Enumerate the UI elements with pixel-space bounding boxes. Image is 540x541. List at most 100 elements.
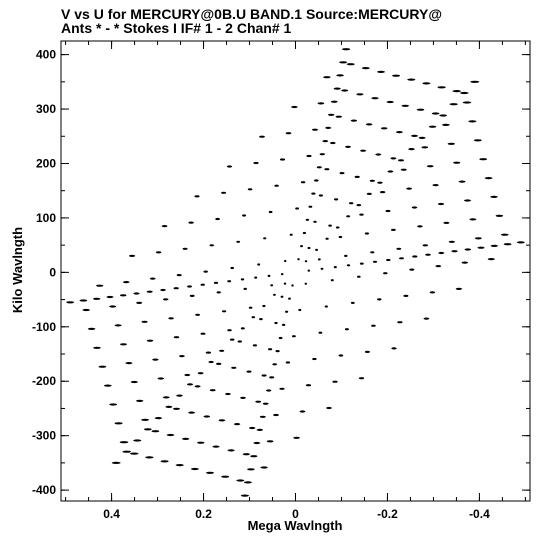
- data-point: [364, 350, 370, 353]
- data-point: [188, 221, 194, 224]
- data-point: [408, 148, 415, 151]
- data-point: [326, 406, 332, 410]
- data-point: [403, 294, 409, 297]
- data-point: [438, 251, 445, 255]
- data-point: [503, 243, 512, 246]
- data-point: [328, 113, 335, 116]
- data-point: [269, 376, 275, 379]
- data-point: [114, 422, 123, 425]
- data-point: [411, 134, 418, 137]
- x-tick-label: 0: [292, 507, 299, 521]
- data-point: [439, 114, 448, 117]
- data-point: [216, 291, 221, 294]
- data-point: [332, 380, 338, 383]
- data-point: [285, 310, 289, 313]
- data-point: [460, 91, 469, 95]
- data-point: [338, 354, 344, 357]
- data-point: [325, 237, 329, 240]
- y-tick-label: -400: [32, 483, 56, 497]
- data-point: [313, 220, 317, 223]
- data-point: [251, 316, 256, 319]
- data-point: [130, 452, 139, 455]
- data-point: [194, 385, 201, 388]
- data-point: [315, 248, 318, 251]
- data-point: [317, 258, 321, 261]
- data-point: [79, 299, 88, 302]
- axis-ticks: 0.4 0.2 0 -0.2 -0.4 400 300 200 100 0 -100 -200 -300…: [32, 41, 530, 521]
- data-point: [254, 276, 258, 279]
- data-point: [168, 317, 174, 320]
- data-point: [501, 233, 509, 236]
- data-point: [227, 329, 232, 332]
- data-point: [288, 297, 291, 300]
- data-point: [423, 317, 430, 320]
- data-point: [208, 360, 214, 364]
- data-point: [227, 449, 235, 452]
- data-point: [385, 209, 391, 213]
- data-point: [285, 361, 291, 364]
- data-point: [324, 168, 330, 171]
- data-point: [279, 158, 286, 161]
- data-point: [213, 281, 219, 284]
- data-point: [401, 104, 409, 107]
- data-point: [354, 175, 360, 178]
- data-point: [109, 305, 117, 308]
- data-point: [190, 467, 199, 471]
- data-point: [103, 384, 112, 387]
- data-point: [253, 441, 261, 445]
- data-point: [216, 362, 222, 365]
- data-point: [194, 195, 200, 198]
- data-point: [396, 131, 403, 134]
- data-point: [275, 350, 280, 353]
- data-point: [197, 441, 205, 444]
- data-point: [432, 184, 439, 187]
- data-point: [187, 285, 192, 288]
- data-point: [248, 306, 253, 309]
- data-point: [298, 308, 302, 312]
- data-point: [200, 332, 206, 335]
- x-tick-label: 0.4: [103, 507, 120, 521]
- data-point: [111, 461, 121, 464]
- data-point: [242, 214, 247, 217]
- data-point: [247, 188, 253, 191]
- data-point: [242, 453, 250, 456]
- y-tick-label: 300: [36, 102, 56, 116]
- data-point: [197, 372, 204, 375]
- data-point: [473, 139, 482, 142]
- data-point: [259, 135, 265, 138]
- data-point: [349, 202, 354, 205]
- data-point: [383, 272, 388, 275]
- data-point: [218, 419, 226, 422]
- data-point: [179, 355, 185, 358]
- data-point: [346, 264, 351, 267]
- data-point: [360, 149, 366, 152]
- data-point: [458, 180, 466, 183]
- data-point: [400, 168, 407, 171]
- data-point: [149, 277, 156, 280]
- data-point: [155, 251, 162, 254]
- data-point: [219, 349, 225, 352]
- data-point: [429, 291, 436, 294]
- data-point: [249, 426, 256, 430]
- data-point: [357, 275, 361, 278]
- data-point: [119, 441, 129, 444]
- data-point: [236, 240, 241, 243]
- data-point: [308, 205, 313, 208]
- data-point: [285, 132, 292, 135]
- data-point: [122, 281, 130, 284]
- data-point: [145, 456, 154, 459]
- data-point: [490, 195, 498, 198]
- data-point: [464, 199, 471, 202]
- data-point: [516, 241, 525, 244]
- data-point: [322, 140, 329, 143]
- data-point: [302, 231, 306, 235]
- data-point: [312, 128, 318, 131]
- data-point: [257, 263, 261, 266]
- data-point: [448, 240, 455, 243]
- data-point: [462, 101, 472, 104]
- data-point: [451, 250, 458, 253]
- data-point: [435, 265, 442, 268]
- data-point: [399, 257, 404, 260]
- data-point: [240, 327, 245, 330]
- data-point: [237, 340, 242, 343]
